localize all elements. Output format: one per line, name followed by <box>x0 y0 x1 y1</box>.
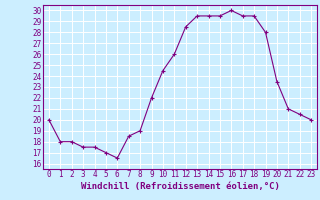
X-axis label: Windchill (Refroidissement éolien,°C): Windchill (Refroidissement éolien,°C) <box>81 182 279 191</box>
